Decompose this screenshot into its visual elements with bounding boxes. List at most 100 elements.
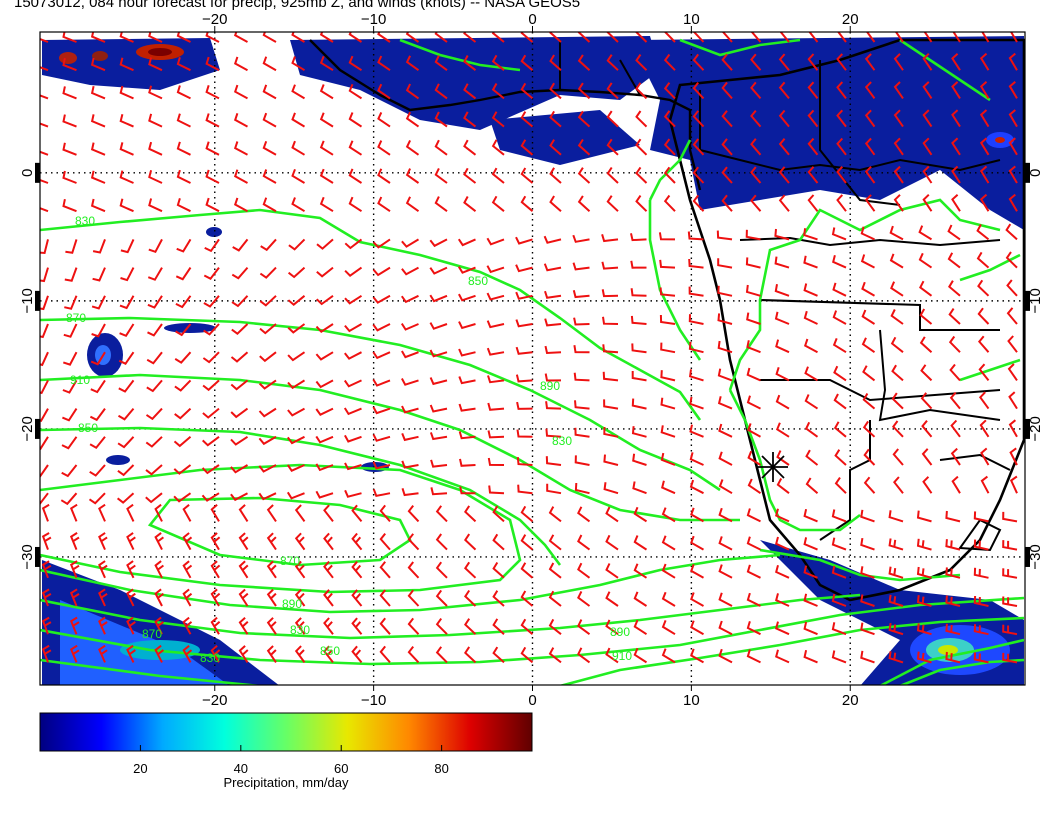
wind-barb — [401, 433, 419, 442]
wind-barb — [90, 85, 106, 100]
wind-barb — [750, 194, 762, 212]
wind-barb — [405, 196, 420, 213]
wind-barb — [351, 561, 363, 579]
wind-barb — [201, 464, 220, 475]
wind-barb — [233, 169, 248, 184]
wind-barb — [429, 349, 448, 358]
wind-barb — [661, 563, 676, 579]
wind-barb — [405, 55, 420, 72]
wind-barb — [663, 82, 676, 100]
wind-barb — [175, 295, 192, 309]
wind-barb — [980, 447, 990, 466]
wind-barb — [746, 395, 761, 410]
wind-barb — [348, 83, 363, 100]
wind-barb — [486, 320, 505, 329]
wind-barb — [435, 646, 448, 664]
y-tick-mark-right — [1025, 162, 1030, 183]
wind-barb — [41, 560, 52, 579]
wind-barb — [831, 622, 847, 636]
wind-barb — [520, 646, 534, 664]
wind-barb — [90, 170, 106, 184]
wind-barb — [69, 644, 80, 663]
wind-barb — [606, 54, 619, 71]
wind-barb — [40, 178, 49, 184]
wind-barb — [98, 616, 108, 635]
contour-label: 830 — [552, 434, 572, 448]
wind-barb — [949, 363, 961, 382]
wind-barb — [606, 110, 619, 128]
contour-label: 890 — [540, 379, 560, 393]
wind-barb — [515, 291, 533, 300]
wind-barb — [266, 617, 277, 635]
wind-barb — [635, 195, 648, 212]
wind-barb — [718, 423, 733, 438]
wind-barb — [832, 254, 847, 269]
wind-barb — [833, 365, 847, 382]
wind-barb — [833, 421, 847, 438]
wind-barb — [372, 461, 391, 470]
wind-barb — [862, 365, 876, 382]
contour-label: 890 — [610, 625, 630, 639]
wind-barb — [1008, 137, 1018, 156]
wind-barb — [922, 52, 933, 71]
wind-barb — [405, 168, 420, 184]
wind-barb — [721, 138, 733, 156]
contour-label: 850 — [320, 644, 340, 658]
contour-label: 870 — [142, 627, 162, 641]
wind-barb — [259, 351, 277, 363]
wind-barb — [316, 266, 334, 278]
wind-barb — [746, 367, 761, 382]
wind-barb — [923, 32, 933, 43]
wind-barb — [294, 560, 306, 579]
wind-barb — [890, 336, 904, 353]
wind-barb — [836, 109, 847, 128]
wind-barb — [315, 379, 334, 389]
wind-barb — [602, 371, 619, 382]
wind-barb — [775, 508, 790, 523]
wind-barb — [319, 55, 334, 72]
wind-barb — [315, 435, 334, 444]
wind-barb — [746, 592, 761, 607]
wind-barb — [574, 400, 590, 410]
wind-barb — [323, 560, 334, 579]
wind-barb — [860, 650, 875, 664]
wind-barb — [864, 137, 876, 156]
wind-barb — [577, 138, 591, 156]
wind-barb — [492, 590, 505, 607]
wind-barb — [919, 280, 933, 297]
wind-barb — [605, 534, 619, 551]
y-tick-label-left: 0 — [19, 169, 36, 177]
wind-barb — [775, 621, 790, 636]
wind-barb — [119, 170, 134, 184]
wind-barb — [520, 590, 534, 607]
wind-barb — [154, 560, 164, 579]
wind-barb — [659, 314, 676, 325]
wind-barb — [148, 113, 163, 128]
wind-barb — [90, 142, 106, 156]
wind-barb — [434, 139, 448, 156]
wind-barb — [429, 322, 448, 330]
wind-barb — [520, 32, 534, 43]
wind-barb — [921, 448, 933, 466]
wind-barb — [690, 620, 704, 636]
wind-barb — [287, 266, 306, 279]
wind-barb — [40, 122, 49, 128]
wind-barb — [520, 505, 534, 523]
wind-barb — [803, 283, 818, 297]
wind-barb — [41, 616, 52, 635]
wind-barb — [344, 294, 363, 305]
wind-barb — [893, 109, 904, 128]
wind-barb — [750, 32, 762, 43]
wind-barb — [635, 54, 648, 71]
wind-barb — [40, 295, 49, 311]
wind-barb — [323, 532, 334, 551]
wind-barb — [893, 81, 904, 99]
x-tick-label-bottom: 0 — [528, 692, 536, 709]
wind-barb — [716, 230, 733, 241]
wind-barb — [119, 323, 135, 338]
wind-barb — [718, 507, 733, 523]
wind-barb — [89, 436, 106, 449]
wind-barb — [951, 52, 961, 71]
wind-barb — [1002, 568, 1018, 579]
wind-barb — [520, 54, 534, 71]
